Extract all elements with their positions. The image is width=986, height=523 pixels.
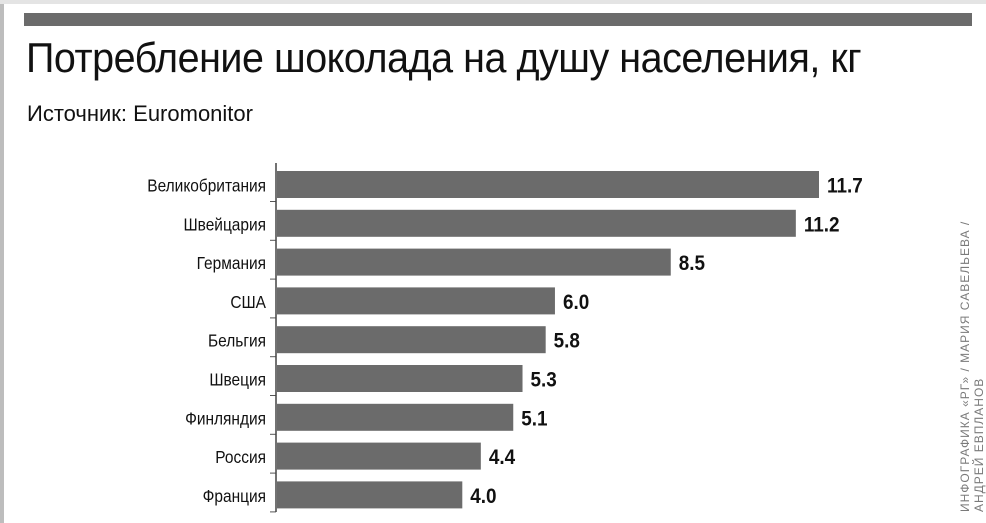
- category-label: Бельгия: [208, 331, 266, 351]
- category-label: Финляндия: [185, 408, 266, 428]
- bar-6: [277, 365, 523, 392]
- bar-3: [277, 248, 671, 276]
- header-rule: [24, 13, 972, 26]
- value-label: 6.0: [563, 291, 589, 314]
- bar-9: [277, 481, 463, 509]
- frame-top-border: [0, 0, 986, 4]
- value-label: 11.2: [804, 213, 840, 236]
- category-label: США: [230, 292, 266, 312]
- category-label: Германия: [197, 253, 266, 273]
- category-label: Швейцария: [183, 214, 266, 234]
- category-label: Швеция: [209, 369, 266, 389]
- value-label: 11.7: [827, 175, 863, 198]
- bar-1: [277, 171, 819, 198]
- category-label: Россия: [215, 447, 266, 467]
- frame-left-border: [0, 0, 4, 523]
- category-label: Великобритания: [147, 175, 266, 195]
- bar-7: [277, 403, 514, 431]
- value-label: 5.8: [554, 330, 580, 353]
- bar-5: [277, 326, 546, 354]
- credit-text: ИНФОГРАФИКА «РГ» / МАРИЯ САВЕЛЬЕВА / АНД…: [958, 132, 986, 512]
- bar-8: [277, 442, 481, 470]
- value-label: 8.5: [679, 252, 705, 275]
- bar-4: [277, 287, 555, 315]
- credit-line-2: АНДРЕЙ ЕВПЛАНОВ: [972, 377, 986, 512]
- value-label: 4.0: [470, 485, 496, 508]
- category-label: Франция: [203, 486, 266, 506]
- credit-line-1: ИНФОГРАФИКА «РГ» / МАРИЯ САВЕЛЬЕВА /: [958, 220, 972, 512]
- value-label: 5.3: [531, 369, 557, 392]
- value-label: 4.4: [489, 446, 515, 469]
- chart-source: Источник: Euromonitor: [27, 101, 253, 126]
- chart-title: Потребление шоколада на душу населения, …: [26, 34, 862, 81]
- bar-2: [277, 209, 796, 237]
- value-label: 5.1: [521, 407, 547, 430]
